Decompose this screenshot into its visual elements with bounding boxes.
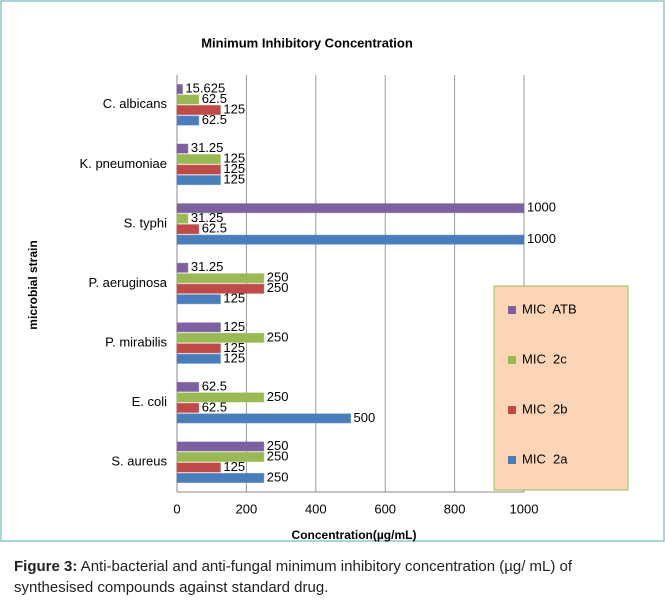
data-label: 62.5	[202, 378, 227, 393]
y-tick-label: C. albicans	[103, 96, 168, 111]
data-label: 250	[267, 389, 289, 404]
caption-text: Anti-bacterial and anti-fungal minimum i…	[14, 558, 573, 596]
bar	[176, 262, 189, 273]
data-label: 62.5	[202, 91, 227, 106]
data-label: 1000	[527, 200, 556, 215]
x-tick-label: 1000	[510, 501, 539, 516]
bar	[176, 154, 221, 165]
y-tick-label: P. mirabilis	[105, 335, 167, 350]
bar	[176, 224, 200, 235]
bar	[176, 84, 183, 95]
data-label: 62.5	[202, 221, 227, 236]
data-label: 125	[223, 291, 245, 306]
bar	[176, 413, 351, 424]
y-tick-label: S. aureus	[111, 454, 167, 469]
y-axis-title: microbial strain	[26, 240, 40, 329]
bar	[176, 203, 525, 214]
legend-label: MIC ATB	[522, 301, 577, 316]
data-label: 1000	[527, 231, 556, 246]
bar	[176, 283, 265, 294]
bar	[176, 451, 265, 462]
y-tick-label: K. pneumoniae	[80, 156, 167, 171]
data-label: 500	[354, 410, 376, 425]
x-tick-label: 200	[236, 501, 258, 516]
caption: Figure 3: Anti-bacterial and anti-fungal…	[14, 556, 654, 598]
bar	[176, 462, 221, 473]
data-label: 250	[267, 438, 289, 453]
legend-swatch	[508, 406, 516, 414]
bar	[176, 353, 221, 364]
data-label: 125	[223, 161, 245, 176]
data-label: 15.625	[185, 80, 225, 95]
data-label: 250	[267, 329, 289, 344]
chart-title: Minimum Inhibitory Concentration	[201, 35, 413, 50]
data-label: 250	[267, 270, 289, 285]
bar	[176, 381, 200, 392]
bar	[176, 273, 265, 284]
bar	[176, 472, 265, 483]
data-label: 125	[223, 101, 245, 116]
bar	[176, 322, 221, 333]
data-label: 125	[223, 151, 245, 166]
data-label: 62.5	[202, 112, 227, 127]
data-label: 31.25	[191, 259, 224, 274]
data-label: 250	[267, 469, 289, 484]
bar	[176, 441, 265, 452]
x-tick-label: 800	[444, 501, 466, 516]
y-tick-label: P. aeruginosa	[88, 275, 167, 290]
bar	[176, 143, 189, 154]
bar	[176, 294, 221, 305]
chart: Minimum Inhibitory Concentration Concent…	[0, 0, 665, 542]
data-label: 31.25	[191, 210, 224, 225]
data-label: 62.5	[202, 399, 227, 414]
data-label: 250	[267, 280, 289, 295]
bar	[176, 343, 221, 354]
data-label: 125	[223, 459, 245, 474]
legend-swatch	[508, 356, 516, 364]
bar	[176, 392, 265, 403]
bar	[176, 115, 200, 126]
bar	[176, 402, 200, 413]
y-tick-label: S. typhi	[124, 215, 167, 230]
bar	[176, 234, 525, 245]
bar	[176, 164, 221, 175]
data-label: 31.25	[191, 140, 224, 155]
legend-label: MIC 2b	[522, 401, 568, 416]
legend-swatch	[508, 306, 516, 314]
legend-box	[493, 285, 629, 491]
x-tick-label: 400	[305, 501, 327, 516]
legend-label: MIC 2c	[522, 351, 567, 366]
x-tick-label: 600	[374, 501, 396, 516]
data-label: 250	[267, 448, 289, 463]
bar	[176, 175, 221, 186]
bar	[176, 213, 189, 224]
data-label: 125	[223, 350, 245, 365]
bar	[176, 105, 221, 116]
bar	[176, 332, 265, 343]
legend-swatch	[508, 456, 516, 464]
data-label: 125	[223, 172, 245, 187]
data-label: 125	[223, 340, 245, 355]
x-tick-label: 0	[173, 501, 180, 516]
data-label: 125	[223, 319, 245, 334]
caption-label: Figure 3:	[14, 558, 78, 575]
y-tick-label: E. coli	[132, 394, 168, 409]
x-axis-title: Concentration(µg/mL)	[292, 528, 417, 542]
legend-label: MIC 2a	[522, 451, 568, 466]
bar	[176, 94, 200, 105]
